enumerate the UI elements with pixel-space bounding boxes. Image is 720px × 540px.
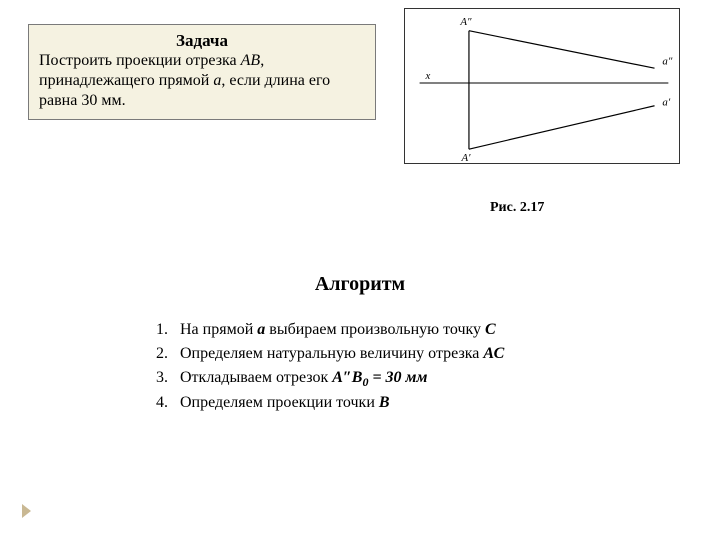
task-body: Построить проекции отрезка АВ, принадлеж… xyxy=(39,51,365,111)
figure-diagram: A″ A′ a″ a′ x xyxy=(404,8,680,164)
task-title: Задача xyxy=(39,31,365,51)
task-ab: АВ xyxy=(241,52,261,69)
step-text: На прямой а выбираем произвольную точку … xyxy=(180,318,496,342)
step-part: На прямой xyxy=(180,321,257,338)
step-number: 4. xyxy=(156,391,180,415)
step-part: Определяем проекции точки xyxy=(180,394,379,411)
step-row: 4. Определяем проекции точки В xyxy=(156,391,636,415)
task-text: , xyxy=(260,52,264,69)
line-a-bottom xyxy=(469,106,655,149)
step-part: выбираем произвольную точку xyxy=(265,321,485,338)
label-a-bottom: a′ xyxy=(662,97,670,109)
step-text: Откладываем отрезок А″В0 = 30 мм xyxy=(180,366,427,391)
step-part: Откладываем отрезок xyxy=(180,369,332,386)
step-part: Определяем натуральную величину отрезка xyxy=(180,345,483,362)
step-number: 2. xyxy=(156,342,180,366)
step-part: АС xyxy=(483,345,504,362)
step-number: 3. xyxy=(156,366,180,391)
step-part: А″В xyxy=(332,369,362,386)
slide-arrow-icon xyxy=(22,504,31,518)
step-text: Определяем проекции точки В xyxy=(180,391,390,415)
task-text: Построить проекции отрезка xyxy=(39,52,241,69)
step-part: В xyxy=(379,394,390,411)
step-row: 3.Откладываем отрезок А″В0 = 30 мм xyxy=(156,366,636,391)
label-x: x xyxy=(425,70,431,82)
task-box: Задача Построить проекции отрезка АВ, пр… xyxy=(28,24,376,120)
task-text: принадлежащего прямой xyxy=(39,72,213,89)
label-A-top: A″ xyxy=(459,16,472,28)
step-row: 2.Определяем натуральную величину отрезк… xyxy=(156,342,636,366)
label-a-top: a″ xyxy=(662,55,672,67)
step-part: С xyxy=(485,321,496,338)
figure-caption: Рис. 2.17 xyxy=(490,200,544,216)
step-text: Определяем натуральную величину отрезка … xyxy=(180,342,504,366)
step-row: 1.На прямой а выбираем произвольную точк… xyxy=(156,318,636,342)
algorithm-title: Алгоритм xyxy=(0,273,720,296)
line-a-top xyxy=(469,31,655,69)
diagram-svg: A″ A′ a″ a′ x xyxy=(405,9,679,163)
step-part: = 30 мм xyxy=(368,369,427,386)
label-A-bottom: A′ xyxy=(460,152,471,163)
step-number: 1. xyxy=(156,318,180,342)
algorithm-steps: 1.На прямой а выбираем произвольную точк… xyxy=(156,318,636,415)
